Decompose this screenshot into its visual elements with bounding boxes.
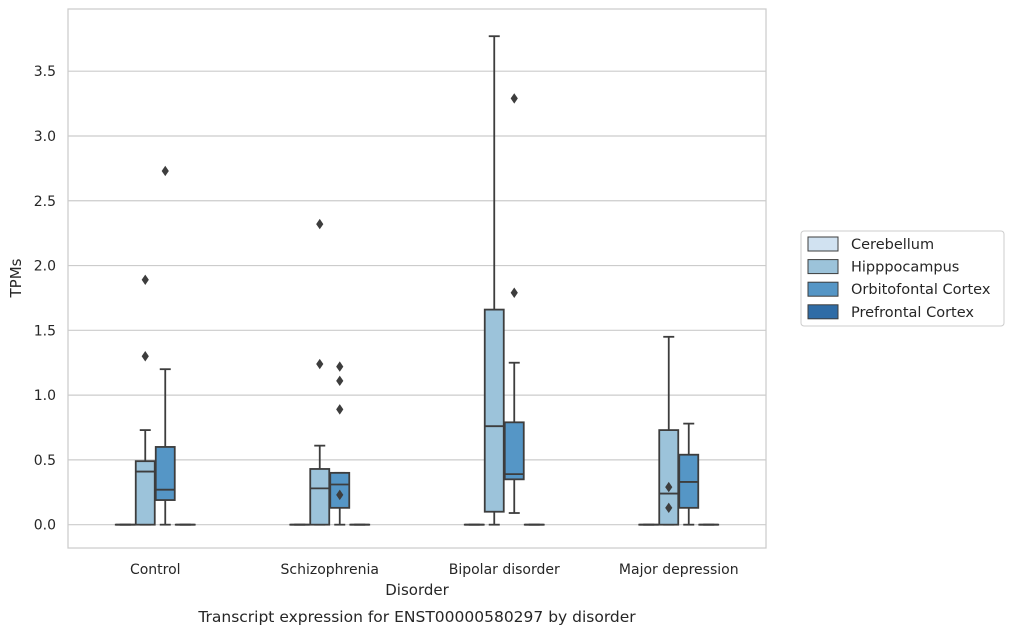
y-tick-label: 2.0 [34, 259, 56, 275]
legend-swatch [807, 304, 839, 320]
outlier-point [665, 481, 673, 493]
outlier-point [665, 502, 673, 514]
outlier-point [161, 165, 169, 177]
outlier-point [316, 218, 324, 230]
legend-swatch [807, 281, 839, 297]
y-tick-labels: 0.0 0.5 1.0 1.5 2.0 2.5 3.0 3.5 [34, 64, 56, 533]
box-hipppocampus [658, 335, 680, 526]
y-tick-label: 2.5 [34, 194, 56, 210]
x-tick-label: Major depression [619, 562, 739, 578]
box-body [483, 308, 505, 513]
y-tick-label: 0.0 [34, 518, 56, 534]
y-tick-label: 1.0 [34, 388, 56, 404]
x-tick-label: Schizophrenia [281, 562, 379, 578]
outlier-point [336, 361, 344, 372]
legend-label: Cerebellum [851, 237, 934, 253]
outlier-point [336, 489, 344, 501]
outlier-point [336, 375, 344, 387]
box-body [503, 421, 525, 481]
gridlines [68, 70, 766, 526]
box-hipppocampus [483, 35, 505, 526]
y-tick-label: 1.5 [34, 323, 56, 339]
outlier-point [336, 404, 344, 415]
x-tick-label: Bipolar disorder [449, 562, 560, 578]
chart-caption: Transcript expression for ENST0000058029… [197, 608, 636, 626]
legend-label: Prefrontal Cortex [851, 305, 974, 321]
y-tick-label: 3.0 [34, 129, 56, 145]
box-orbitofontal-cortex [503, 93, 525, 514]
y-tick-label: 3.5 [34, 64, 56, 80]
legend-label: Orbitofontal Cortex [851, 282, 991, 298]
legend: Cerebellum Hipppocampus Orbitofontal Corte… [800, 230, 1005, 327]
boxes [114, 35, 720, 526]
box-body [134, 460, 156, 526]
outlier-point [141, 274, 149, 285]
box-orbitofontal-cortex [154, 165, 176, 526]
x-axis-label: Disorder [385, 581, 449, 599]
outlier-point [510, 93, 518, 104]
box-body [154, 446, 176, 501]
outlier-point [316, 358, 324, 370]
outlier-point [510, 287, 518, 298]
legend-swatch [807, 236, 839, 252]
box-hipppocampus [134, 274, 156, 526]
x-tick-label: Control [130, 562, 181, 578]
box-hipppocampus [309, 218, 331, 526]
box-orbitofontal-cortex [329, 361, 351, 526]
plot-frame [67, 8, 767, 549]
x-tick-labels: Control Schizophrenia Bipolar disorder Majo… [130, 562, 739, 578]
outlier-point [141, 351, 149, 362]
legend-swatch [807, 259, 839, 275]
legend-frame [800, 230, 1005, 327]
box-body [658, 429, 680, 526]
legend-label: Hipppocampus [851, 260, 959, 276]
box-orbitofontal-cortex [678, 422, 700, 526]
box-body [309, 468, 331, 526]
y-axis-label: TPMs [7, 258, 25, 298]
y-tick-label: 0.5 [34, 453, 56, 469]
